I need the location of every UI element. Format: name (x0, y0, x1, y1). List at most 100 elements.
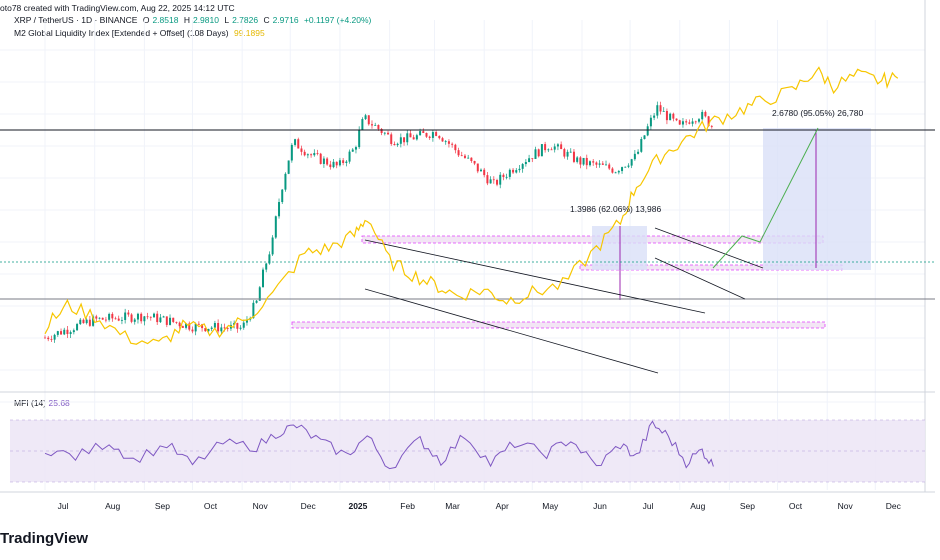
candle-body (364, 115, 367, 120)
candle-body (175, 321, 178, 323)
candle-body (457, 150, 460, 156)
candle-body (284, 173, 287, 190)
candle-body (124, 312, 127, 320)
candle-body (403, 137, 406, 143)
candle-body (528, 158, 531, 163)
candle-body (588, 161, 591, 166)
candle-body (467, 157, 470, 159)
mfi-value: 25.68 (48, 398, 70, 408)
candle-body (691, 121, 694, 124)
candle-body (390, 134, 393, 144)
candle-body (185, 323, 188, 328)
candle-body (268, 254, 271, 264)
time-tick-label: May (542, 501, 559, 511)
candle-body (534, 149, 537, 159)
candle-body (303, 151, 306, 156)
candle-body (380, 128, 383, 134)
candle-body (694, 121, 697, 123)
time-tick-label: Nov (253, 501, 269, 511)
candle-body (354, 147, 357, 150)
candle-body (223, 327, 226, 329)
candle-body (486, 175, 489, 184)
time-tick-label: Feb (400, 501, 415, 511)
candle-body (287, 160, 290, 174)
low-key: L (224, 15, 230, 25)
candle-body (470, 157, 473, 162)
candle-body (322, 158, 325, 164)
candle-body (255, 300, 258, 303)
candle-body (374, 124, 377, 126)
candle-body (383, 132, 386, 134)
candle-body (415, 135, 418, 140)
candle-body (508, 169, 511, 177)
candle-body (675, 118, 678, 121)
candle-body (685, 121, 688, 123)
candle-body (563, 149, 566, 157)
candle-body (419, 131, 422, 136)
candle-body (601, 163, 604, 165)
candle-body (117, 318, 120, 321)
candle-body (399, 137, 402, 144)
candle-body (633, 153, 636, 160)
candle-body (79, 319, 82, 325)
mfi-label[interactable]: MFI (14) (14, 398, 47, 408)
candle-body (95, 316, 98, 319)
candle-body (370, 124, 373, 126)
candle-body (136, 313, 139, 320)
candle-body (63, 329, 66, 335)
low-value: 2.7826 (232, 15, 259, 25)
candle-body (213, 323, 216, 328)
candle-body (608, 164, 611, 169)
open-value: 2.8518 (152, 15, 179, 25)
candle-body (181, 326, 184, 328)
candle-body (646, 126, 649, 136)
candle-body (236, 323, 239, 329)
candle-body (556, 144, 559, 147)
candle-body (191, 329, 194, 332)
candle-body (547, 149, 550, 151)
candle-body (56, 331, 59, 335)
candle-body (278, 202, 281, 217)
candle-body (130, 314, 133, 322)
time-tick-label: Sep (740, 501, 755, 511)
candle-body (438, 135, 441, 139)
candle-body (345, 161, 348, 163)
candle-body (316, 153, 319, 154)
candle-body (72, 330, 75, 333)
candle-body (406, 133, 409, 143)
zones (291, 235, 843, 329)
candle-body (643, 135, 646, 140)
candle-body (297, 139, 300, 149)
candle-body (204, 328, 207, 332)
candle-body (544, 144, 547, 151)
candle-body (127, 312, 130, 315)
measure-labels: 1.3986 (62.06%) 13,986 2.6780 (95.05%) 26… (570, 108, 863, 214)
candle-body (707, 116, 710, 127)
indicator-name[interactable]: M2 Global Liquidity Index [Extended + Of… (14, 28, 229, 38)
candle-body (435, 132, 438, 136)
candle-body (585, 157, 588, 166)
candle-body (572, 151, 575, 162)
candle-body (47, 337, 50, 340)
candle-body (412, 137, 415, 140)
candle-body (294, 139, 297, 145)
chart-canvas[interactable]: Jul Aug Sep Oct Nov Dec 2025 Feb Mar Apr May Jun Jul… (0, 0, 940, 530)
m2-series (44, 66, 899, 345)
mfi-line (44, 420, 714, 470)
candle-body (101, 317, 104, 320)
candle-body (82, 319, 85, 324)
candle-body (640, 139, 643, 152)
candle-body (329, 164, 332, 168)
candle-body (210, 327, 213, 329)
time-tick-label: Aug (105, 501, 120, 511)
candle-body (338, 160, 341, 166)
candle-body (617, 171, 620, 173)
candle-body (425, 132, 428, 137)
candle-body (201, 324, 204, 329)
symbol-title[interactable]: XRP / TetherUS · 1D · BINANCE (14, 15, 138, 25)
candle-body (637, 151, 640, 154)
candle-body (92, 316, 95, 326)
candle-body (524, 162, 527, 165)
candle-body (569, 151, 572, 153)
candle-body (290, 144, 293, 161)
